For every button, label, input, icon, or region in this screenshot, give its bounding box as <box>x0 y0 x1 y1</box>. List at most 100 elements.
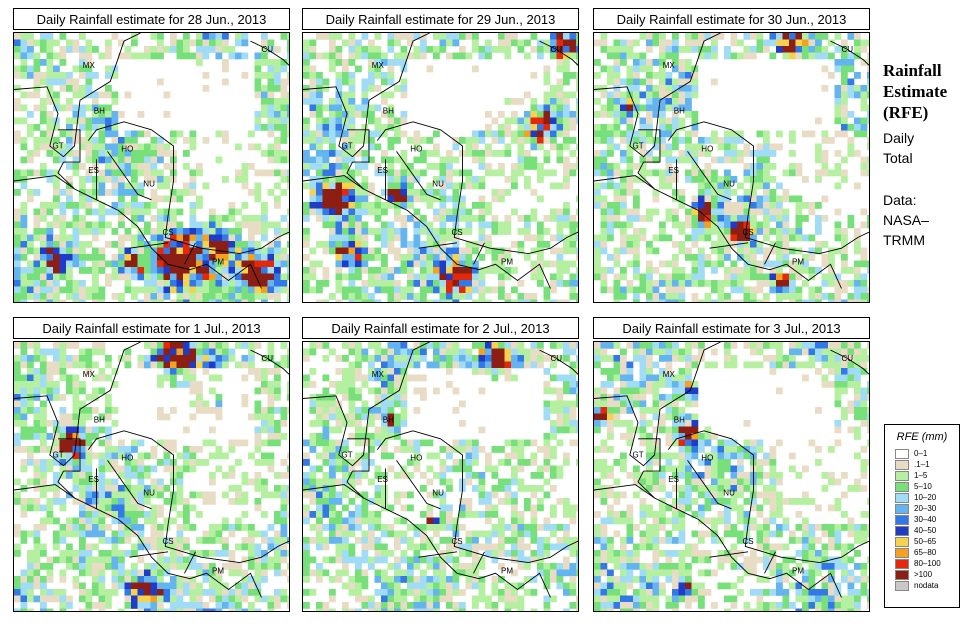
country-border <box>57 470 75 499</box>
country-border <box>638 438 661 472</box>
country-label-pm: PM <box>792 257 804 266</box>
source-line1: NASA– <box>883 212 929 228</box>
country-label-gt: GT <box>342 142 353 151</box>
legend-label: 1–5 <box>914 471 928 480</box>
country-label-cs: CS <box>743 228 754 237</box>
panel-title: Daily Rainfall estimate for 2 Jul., 2013 <box>302 317 579 339</box>
legend-item: 65–80 <box>895 547 959 558</box>
rfe-title-line2: Estimate <box>883 82 948 101</box>
country-label-nu: NU <box>143 488 155 497</box>
coastline <box>87 430 289 564</box>
country-label-mx: MX <box>83 370 96 379</box>
daily-total-note: Daily Total <box>883 128 968 168</box>
legend-swatch <box>895 481 909 492</box>
legend-label: 50–65 <box>914 537 937 546</box>
country-label-cs: CS <box>743 537 754 546</box>
country-label-ho: HO <box>121 144 133 153</box>
coastline <box>830 40 869 66</box>
country-border <box>638 129 661 163</box>
legend-swatch <box>895 503 909 514</box>
country-border <box>58 129 81 163</box>
rfe-legend: RFE (mm) 0–1 .1–1 1–5 5–10 10–20 20–30 30–40 40… <box>884 424 960 608</box>
rainfall-map: MX CU BH GT HO ES NU CS PM <box>13 32 290 303</box>
legend-swatch <box>895 470 909 481</box>
country-border <box>107 460 152 510</box>
legend-label: 5–10 <box>914 482 932 491</box>
country-label-nu: NU <box>432 179 444 188</box>
country-border <box>687 460 732 510</box>
country-label-es: ES <box>377 166 388 175</box>
panel-title: Daily Rainfall estimate for 3 Jul., 2013 <box>593 317 870 339</box>
legend-swatch <box>895 525 909 536</box>
country-border <box>58 438 81 472</box>
country-border <box>473 551 485 574</box>
country-label-mx: MX <box>372 370 385 379</box>
legend-item: >100 <box>895 569 959 580</box>
country-label-es: ES <box>668 166 679 175</box>
country-border <box>418 551 458 558</box>
country-label-nu: NU <box>432 488 444 497</box>
country-label-es: ES <box>88 475 99 484</box>
country-label-gt: GT <box>633 142 644 151</box>
country-label-gt: GT <box>53 451 64 460</box>
country-label-cs: CS <box>452 537 463 546</box>
legend-item: 80–100 <box>895 558 959 569</box>
country-border <box>687 151 732 201</box>
country-border <box>709 242 749 249</box>
country-border <box>129 551 169 558</box>
country-label-cu: CU <box>262 45 274 54</box>
country-border <box>418 242 458 249</box>
coastline <box>594 342 721 467</box>
rainfall-grid <box>14 342 289 611</box>
country-label-cu: CU <box>551 354 563 363</box>
legend-item: 10–20 <box>895 492 959 503</box>
coastline <box>667 430 869 564</box>
panel-title: Daily Rainfall estimate for 29 Jun., 201… <box>302 8 579 30</box>
rfe-title: Rainfall Estimate (RFE) <box>883 60 968 123</box>
country-border <box>129 242 169 249</box>
country-label-bh: BH <box>383 416 394 425</box>
rainfall-grid <box>594 33 869 302</box>
country-label-bh: BH <box>383 107 394 116</box>
country-label-pm: PM <box>792 566 804 575</box>
coastline <box>14 33 141 158</box>
country-border <box>107 151 152 201</box>
legend-label: 40–50 <box>914 526 937 535</box>
country-label-mx: MX <box>372 61 385 70</box>
country-label-mx: MX <box>663 370 676 379</box>
country-border <box>347 438 370 472</box>
country-label-mx: MX <box>663 61 676 70</box>
coastline <box>667 121 869 255</box>
legend-label: .1–1 <box>914 460 930 469</box>
country-border <box>764 242 776 265</box>
country-border <box>637 161 655 190</box>
country-label-mx: MX <box>83 61 96 70</box>
rfe-title-line1: Rainfall <box>883 61 942 80</box>
country-label-gt: GT <box>633 451 644 460</box>
legend-item: 20–30 <box>895 503 959 514</box>
coastline <box>14 342 141 467</box>
country-label-pm: PM <box>212 566 224 575</box>
legend-label: nodata <box>914 581 939 590</box>
coastline <box>594 33 721 158</box>
country-label-nu: NU <box>723 488 735 497</box>
legend-item: .1–1 <box>895 459 959 470</box>
country-label-pm: PM <box>501 257 513 266</box>
coastline <box>250 349 289 375</box>
legend-item: 50–65 <box>895 536 959 547</box>
legend-swatch <box>895 492 909 503</box>
legend-label: 30–40 <box>914 515 937 524</box>
country-label-ho: HO <box>410 144 422 153</box>
country-label-pm: PM <box>501 566 513 575</box>
country-label-cu: CU <box>551 45 563 54</box>
legend-item: 40–50 <box>895 525 959 536</box>
country-label-gt: GT <box>53 142 64 151</box>
rainfall-map: MX CU BH GT HO ES NU CS PM <box>302 341 579 612</box>
legend-item: 0–1 <box>895 448 959 459</box>
country-label-cu: CU <box>842 354 854 363</box>
rainfall-grid <box>303 33 578 302</box>
country-label-cs: CS <box>163 228 174 237</box>
coastline <box>539 349 578 375</box>
country-label-cu: CU <box>262 354 274 363</box>
country-label-nu: NU <box>723 179 735 188</box>
